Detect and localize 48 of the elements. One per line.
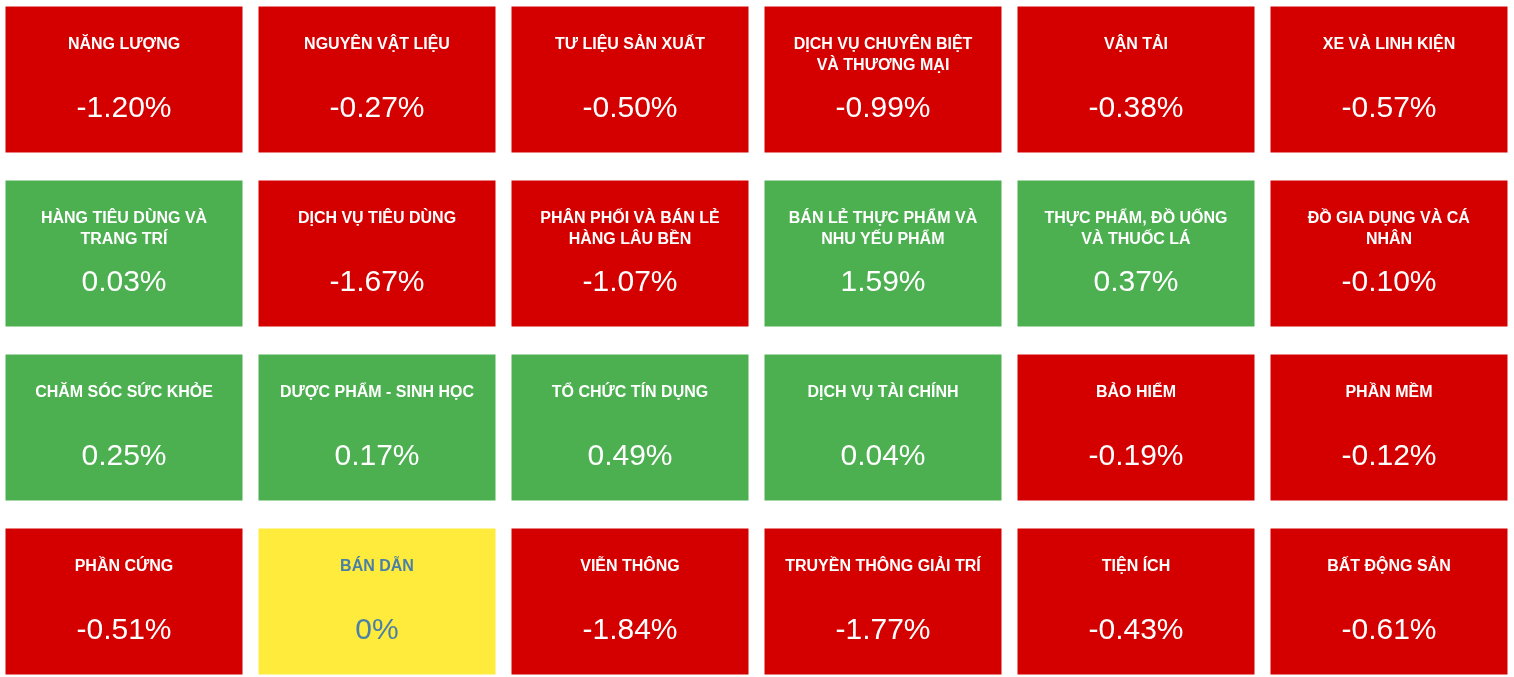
category-label: VẬN TẢI xyxy=(1104,33,1168,52)
data-label: 0.04% xyxy=(840,438,926,471)
category-label: DỊCH VỤ CHUYÊN BIỆT VÀ THƯƠNG MẠI xyxy=(793,33,973,73)
data-label: -0.12% xyxy=(1341,438,1437,471)
category-label: TRUYỀN THÔNG GIẢI TRÍ xyxy=(785,555,982,574)
data-label: -0.51% xyxy=(76,612,172,645)
category-label: PHẦN CỨNG xyxy=(74,555,174,574)
category-label: TIỆN ÍCH xyxy=(1101,555,1171,574)
category-label: XE VÀ LINH KIỆN xyxy=(1322,33,1456,52)
category-label: CHĂM SÓC SỨC KHỎE xyxy=(35,381,214,400)
data-label: 0.25% xyxy=(81,438,167,471)
data-label: -0.27% xyxy=(329,90,425,123)
category-label: DỊCH VỤ TIÊU DÙNG xyxy=(297,207,457,226)
category-label: BÁN DẪN xyxy=(340,555,414,574)
data-label: -0.43% xyxy=(1088,612,1184,645)
data-label: 1.59% xyxy=(840,264,926,297)
data-label: -0.50% xyxy=(582,90,678,123)
category-label: DỊCH VỤ TÀI CHÍNH xyxy=(807,381,959,400)
data-label: -1.67% xyxy=(329,264,425,297)
data-label: -1.20% xyxy=(76,90,172,123)
category-label: BẤT ĐỘNG SẢN xyxy=(1327,555,1451,574)
category-label: TƯ LIỆU SẢN XUẤT xyxy=(554,33,706,52)
category-label: TỔ CHỨC TÍN DỤNG xyxy=(551,381,709,400)
data-label: -1.84% xyxy=(582,612,678,645)
data-label: -1.07% xyxy=(582,264,678,297)
data-label: -0.61% xyxy=(1341,612,1437,645)
data-label: -0.38% xyxy=(1088,90,1184,123)
data-label: -1.77% xyxy=(835,612,931,645)
category-label: NĂNG LƯỢNG xyxy=(67,33,181,52)
category-label: HÀNG TIÊU DÙNG VÀ TRANG TRÍ xyxy=(40,207,208,247)
data-label: 0.17% xyxy=(334,438,420,471)
category-label: VIỄN THÔNG xyxy=(580,555,680,574)
data-label: 0% xyxy=(355,612,399,645)
category-label: BẢO HIỂM xyxy=(1096,381,1176,400)
data-label: 0.03% xyxy=(81,264,167,297)
data-label: -0.10% xyxy=(1341,264,1437,297)
data-label: -0.99% xyxy=(835,90,931,123)
data-label: 0.49% xyxy=(587,438,673,471)
category-label: THỰC PHẨM, ĐỒ UỐNG VÀ THUỐC LÁ xyxy=(1044,206,1228,247)
data-label: 0.37% xyxy=(1093,264,1179,297)
category-label: NGUYÊN VẬT LIỆU xyxy=(304,33,450,52)
category-label: PHẦN MỀM xyxy=(1345,381,1433,400)
data-label: -0.57% xyxy=(1341,90,1437,123)
category-label: ĐỒ GIA DỤNG VÀ CÁ NHÂN xyxy=(1307,207,1471,247)
data-label: -0.19% xyxy=(1088,438,1184,471)
category-label: PHÂN PHỐI VÀ BÁN LẺ HÀNG LÂU BỀN xyxy=(540,206,721,247)
category-label: BÁN LẺ THỰC PHẨM VÀ NHU YẾU PHẨM xyxy=(788,207,978,247)
category-label: DƯỢC PHẨM - SINH HỌC xyxy=(279,381,475,400)
